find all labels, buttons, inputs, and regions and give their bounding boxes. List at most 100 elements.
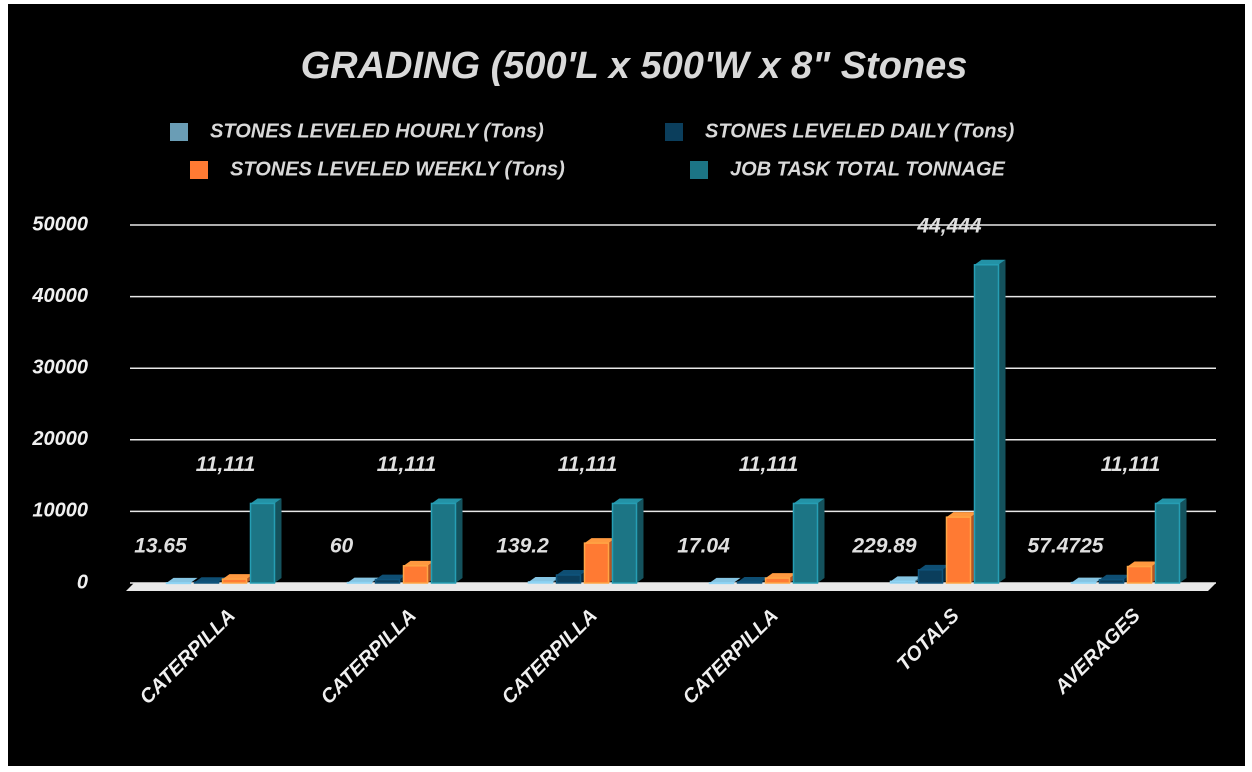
bar-group [402,560,435,584]
bar [736,581,763,584]
bar-side [733,577,741,583]
data-label: 11,111 [558,453,618,476]
bar [917,569,944,584]
bar-group [1154,498,1187,584]
floor [126,583,1216,591]
data-label: 13.65 [134,535,187,558]
data-label: 44,444 [916,214,982,237]
legend-label: JOB TASK TOTAL TONNAGE [730,158,1005,180]
bar-side [274,498,282,583]
bar-group [611,498,644,584]
bar-top [528,577,560,583]
bar-top [1099,574,1131,580]
bar [764,577,791,584]
bar-group [249,498,282,584]
bar [346,581,373,584]
bar-side [636,498,644,583]
bar [973,264,1000,584]
bar-group [945,512,978,584]
bar-group [973,259,1006,584]
legend-swatch [690,161,708,179]
bar [221,578,248,584]
bar-top [375,574,407,580]
bar-top [890,576,922,582]
bar [555,574,582,584]
bar-side [998,259,1006,583]
data-label: 57.4725 [1028,535,1104,558]
bar-side [817,498,825,583]
bar-top [250,498,282,504]
bar [527,581,554,584]
bar [1126,565,1153,584]
legend-swatch [665,123,683,141]
bar [708,582,735,585]
bar-top [946,512,978,518]
bar-top [709,577,741,583]
bar-top [584,538,616,544]
bar [249,502,276,584]
legend-label: STONES LEVELED WEEKLY (Tons) [230,158,565,180]
bar [165,582,192,585]
y-tick-label: 10000 [32,500,88,522]
bar-group [555,570,588,584]
bar [402,565,429,584]
data-label: 11,111 [739,453,799,476]
data-label: 11,111 [377,453,437,476]
data-label: 229.89 [851,535,917,558]
bar-side [455,498,463,583]
y-tick-label: 0 [77,571,88,593]
bar [583,542,610,584]
bar [945,516,972,584]
bar-top [612,498,644,504]
bar-top [974,259,1006,265]
bar-top [1155,498,1187,504]
bar-top [347,577,379,583]
data-label: 17.04 [677,535,730,558]
bar-group [374,574,407,584]
bar-top [222,574,254,580]
y-tick-label: 20000 [31,428,88,450]
bar [193,581,220,584]
bar-top [1071,577,1103,583]
bar-top [431,498,463,504]
y-tick-label: 50000 [32,213,88,235]
data-label: 60 [330,535,354,558]
y-tick-label: 40000 [31,285,88,307]
data-label: 139.2 [496,535,549,558]
legend-label: STONES LEVELED DAILY (Tons) [705,120,1015,142]
legend-label: STONES LEVELED HOURLY (Tons) [210,120,544,142]
bar-top [403,560,435,566]
data-label: 11,111 [1101,453,1161,476]
bar-top [793,498,825,504]
bar-side [1179,498,1187,583]
bar-top [918,564,950,570]
y-tick-label: 30000 [32,356,88,378]
bar-group [1126,561,1159,584]
bar [430,502,457,584]
bar [1098,578,1125,584]
bar-top [1127,561,1159,567]
chart-title: GRADING (500'L x 500'W x 8" Stones [301,45,968,87]
bar [889,580,916,584]
bar-top [556,570,588,576]
bar-group [165,577,198,585]
bar-top [166,577,198,583]
bar [611,502,638,584]
bar-top [765,573,797,579]
bar-side [190,577,198,583]
bar-group [430,498,463,584]
legend-swatch [190,161,208,179]
bar [1070,581,1097,584]
data-label: 11,111 [196,453,256,476]
bar-group [917,564,950,584]
bar-top [194,577,226,583]
bar [792,502,819,584]
bar [1154,502,1181,584]
bar-top [737,577,769,583]
chart-background [8,4,1245,766]
bar [374,578,401,584]
bar-group [708,577,741,585]
legend-swatch [170,123,188,141]
bar-group [792,498,825,584]
